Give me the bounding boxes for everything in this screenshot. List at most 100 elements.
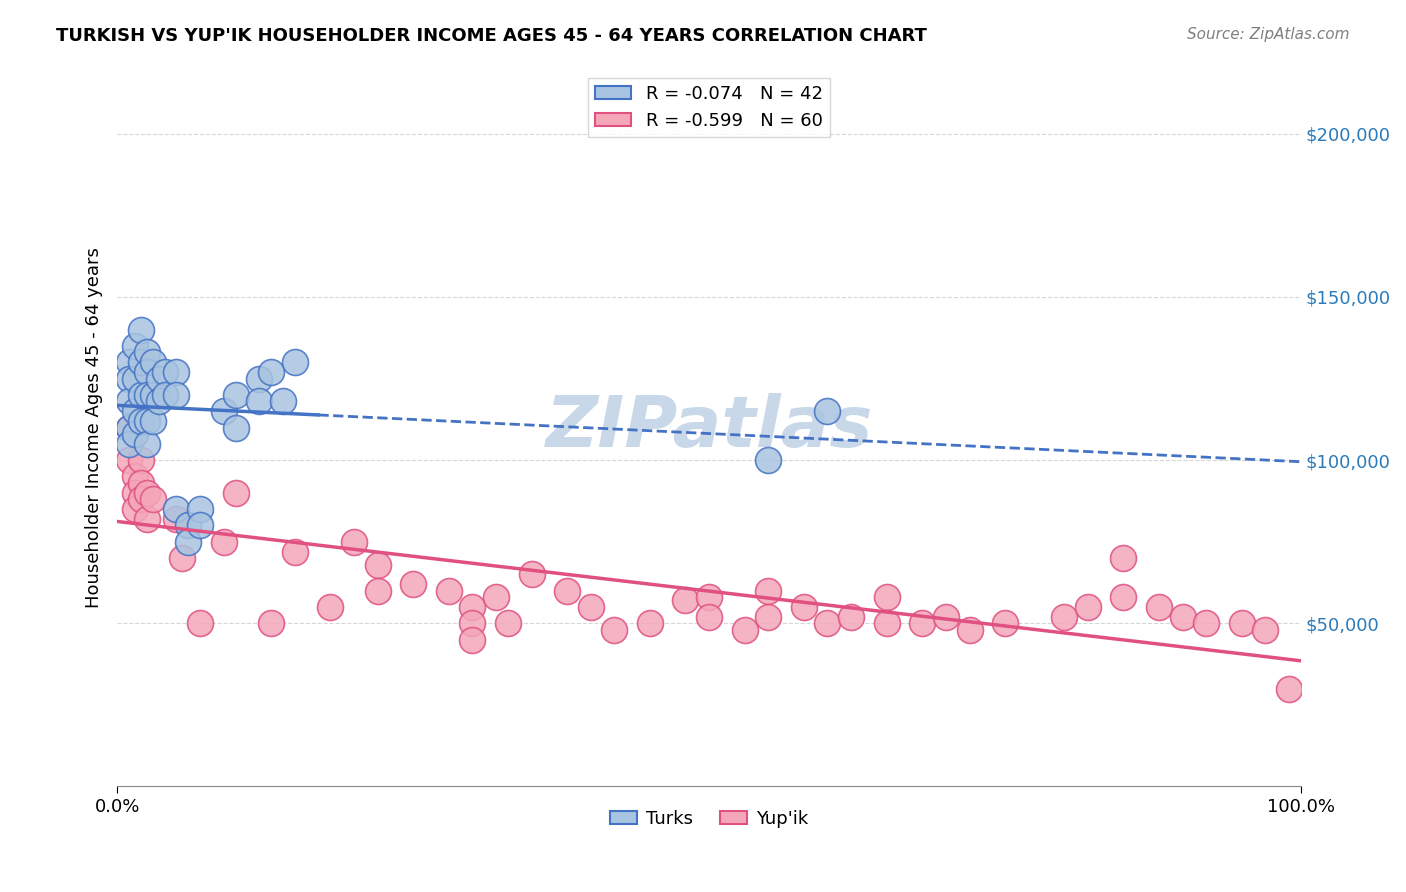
Point (343, 534, 366, 549)
Point (496, 616, 519, 631)
Point (129, 453, 152, 467)
Point (935, 609, 957, 624)
Point (520, 567, 543, 582)
Point (756, 609, 779, 624)
Point (485, 591, 508, 605)
Point (697, 609, 720, 624)
Y-axis label: Householder Income Ages 45 - 64 years: Householder Income Ages 45 - 64 years (86, 247, 103, 608)
Point (118, 437, 141, 451)
Point (638, 616, 661, 631)
Point (118, 420, 141, 434)
Point (148, 371, 170, 385)
Point (142, 414, 165, 428)
Point (212, 404, 235, 418)
Point (247, 371, 270, 385)
Point (673, 593, 696, 607)
Point (461, 632, 484, 647)
Text: TURKISH VS YUP'IK HOUSEHOLDER INCOME AGES 45 - 64 YEARS CORRELATION CHART: TURKISH VS YUP'IK HOUSEHOLDER INCOME AGE… (56, 27, 927, 45)
Point (1147, 599, 1170, 614)
Point (959, 623, 981, 637)
Point (135, 512, 157, 526)
Point (697, 591, 720, 605)
Point (817, 616, 839, 631)
Text: ZIPatlas: ZIPatlas (546, 393, 873, 462)
Point (284, 544, 307, 558)
Point (247, 394, 270, 409)
Point (135, 485, 157, 500)
Point (165, 502, 187, 516)
Point (124, 404, 146, 418)
Point (793, 599, 815, 614)
Point (129, 323, 152, 337)
Point (437, 583, 460, 598)
Point (1171, 609, 1194, 624)
Point (124, 339, 146, 353)
Point (135, 414, 157, 428)
Point (165, 365, 187, 379)
Point (284, 355, 307, 369)
Point (1112, 591, 1135, 605)
Point (135, 365, 157, 379)
Point (817, 404, 839, 418)
Point (367, 558, 389, 572)
Point (188, 616, 211, 631)
Legend: Turks, Yup'ik: Turks, Yup'ik (603, 803, 815, 835)
Point (1077, 599, 1099, 614)
Point (756, 583, 779, 598)
Point (260, 616, 283, 631)
Point (555, 583, 578, 598)
Point (124, 469, 146, 483)
Point (129, 414, 152, 428)
Point (118, 355, 141, 369)
Point (225, 388, 247, 402)
Point (225, 420, 247, 434)
Point (177, 534, 200, 549)
Point (124, 502, 146, 516)
Point (172, 551, 194, 566)
Point (1053, 609, 1076, 624)
Point (839, 609, 862, 624)
Point (129, 475, 152, 490)
Point (994, 616, 1017, 631)
Point (165, 388, 187, 402)
Point (603, 623, 626, 637)
Point (579, 599, 602, 614)
Point (153, 365, 176, 379)
Point (135, 345, 157, 359)
Point (260, 365, 283, 379)
Point (756, 453, 779, 467)
Point (461, 599, 484, 614)
Point (225, 485, 247, 500)
Point (461, 616, 484, 631)
Point (402, 577, 425, 591)
Point (271, 394, 294, 409)
Point (142, 388, 165, 402)
Point (1112, 551, 1135, 566)
Point (319, 599, 342, 614)
Point (1278, 681, 1301, 696)
Point (148, 394, 170, 409)
Point (142, 355, 165, 369)
Point (118, 394, 141, 409)
Point (118, 453, 141, 467)
Point (876, 616, 898, 631)
Point (153, 388, 176, 402)
Point (124, 485, 146, 500)
Point (734, 623, 756, 637)
Point (135, 437, 157, 451)
Point (911, 616, 934, 631)
Point (118, 371, 141, 385)
Point (177, 518, 200, 533)
Point (124, 427, 146, 442)
Point (1230, 616, 1253, 631)
Point (129, 388, 152, 402)
Point (212, 534, 235, 549)
Point (188, 518, 211, 533)
Point (165, 512, 187, 526)
Text: Source: ZipAtlas.com: Source: ZipAtlas.com (1187, 27, 1350, 42)
Point (135, 388, 157, 402)
Point (129, 492, 152, 507)
Point (876, 591, 898, 605)
Point (129, 355, 152, 369)
Point (1195, 616, 1218, 631)
